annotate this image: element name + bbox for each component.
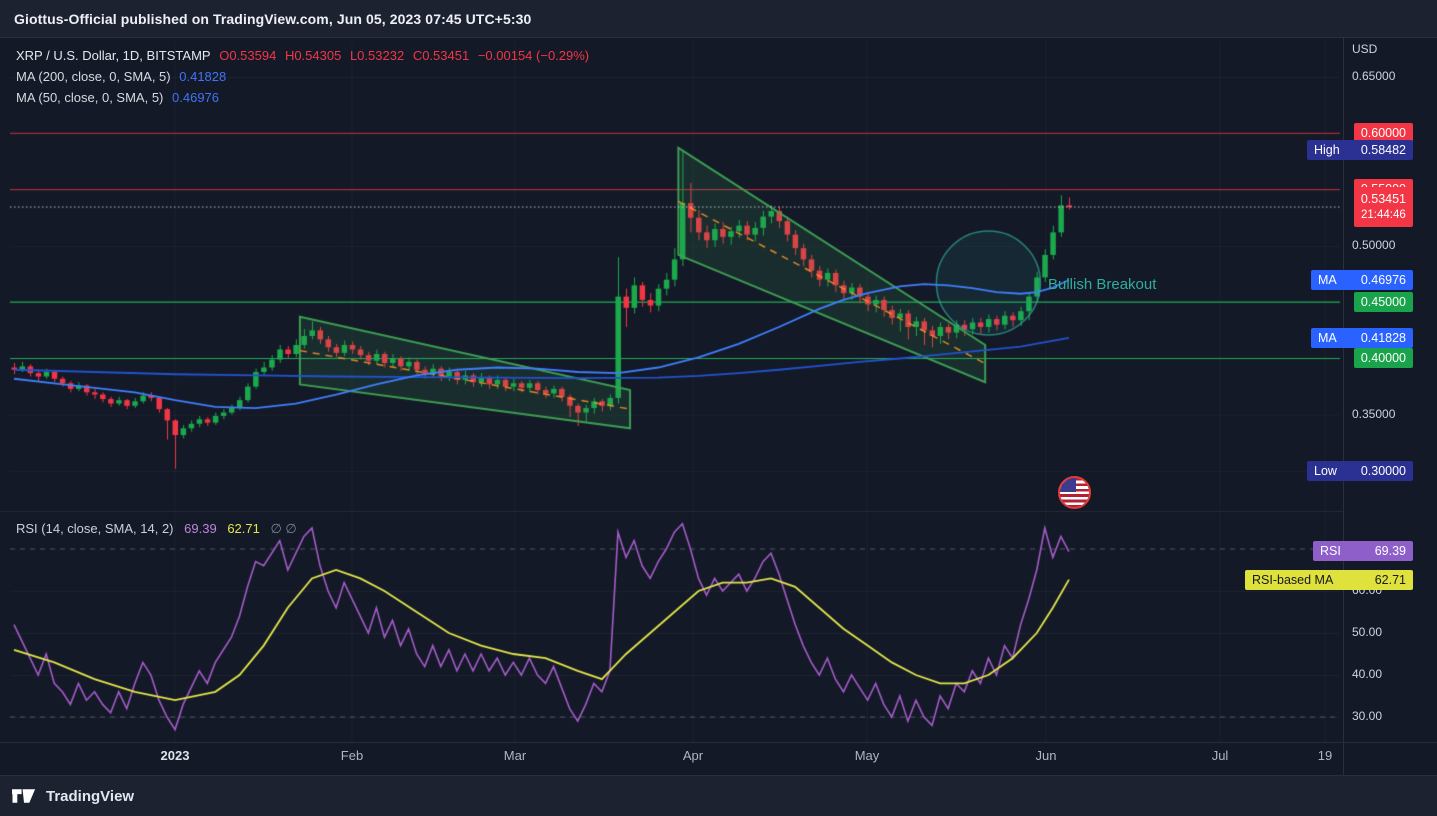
- resistance-badge-060: 0.60000: [1353, 123, 1413, 143]
- bullish-breakout-label: Bullish Breakout: [1048, 276, 1157, 293]
- main-chart-legend: XRP / U.S. Dollar, 1D, BITSTAMP O0.53594…: [16, 45, 594, 108]
- tradingview-brand-text[interactable]: TradingView: [46, 787, 135, 805]
- last-price-badge: 0.53451 21:44:46: [1353, 187, 1413, 227]
- ma50-value: 0.46976: [172, 90, 220, 105]
- time-axis-label-feb[interactable]: Feb: [340, 748, 364, 763]
- ma50-label[interactable]: MA (50, close, 0, SMA, 5): [16, 90, 164, 105]
- symbol-row: XRP / U.S. Dollar, 1D, BITSTAMP O0.53594…: [16, 45, 594, 66]
- tradingview-logo-icon[interactable]: [12, 787, 37, 805]
- ma50-axis-badge: MA 0.46976: [1311, 270, 1413, 290]
- us-flag-icon: [1058, 476, 1091, 509]
- rsi-tick-40: 40.00: [1352, 667, 1383, 681]
- time-axis-label-mar[interactable]: Mar: [503, 748, 527, 763]
- price-tick-065: 0.65000: [1352, 69, 1396, 83]
- time-axis-label-jul[interactable]: Jul: [1211, 748, 1229, 763]
- ma200-label[interactable]: MA (200, close, 0, SMA, 5): [16, 69, 171, 84]
- publish-title: Giottus-Official published on TradingVie…: [14, 10, 532, 27]
- symbol-title[interactable]: XRP / U.S. Dollar, 1D, BITSTAMP: [16, 48, 211, 63]
- ohlc-high: H0.54305: [284, 48, 342, 63]
- footer-bar: TradingView: [0, 775, 1437, 816]
- support-badge-040: 0.40000: [1353, 348, 1413, 368]
- rsi-legend-extra: ∅ ∅: [270, 521, 297, 536]
- rsi-axis-badge: RSI 69.39: [1313, 541, 1413, 561]
- price-tick-035: 0.35000: [1352, 407, 1396, 421]
- time-axis-label-apr[interactable]: Apr: [682, 748, 704, 763]
- support-badge-045: 0.45000: [1353, 292, 1413, 312]
- publish-header: Giottus-Official published on TradingVie…: [0, 0, 1437, 38]
- rsi-ma-current-value: 62.71: [227, 521, 260, 536]
- price-tick-050: 0.50000: [1352, 238, 1396, 252]
- time-axis-label-2023[interactable]: 2023: [160, 748, 190, 763]
- rsi-legend: RSI (14, close, SMA, 14, 2) 69.39 62.71 …: [16, 521, 304, 537]
- ohlc-change: −0.00154 (−0.29%): [477, 48, 590, 63]
- low-price-badge: Low 0.30000: [1307, 461, 1413, 481]
- rsi-current-value: 69.39: [184, 521, 217, 536]
- rsi-tick-30: 30.00: [1352, 709, 1383, 723]
- time-axis-label-jun[interactable]: Jun: [1035, 748, 1057, 763]
- ohlc-open: O0.53594: [219, 48, 277, 63]
- time-axis-label-19[interactable]: 19: [1317, 748, 1333, 763]
- ohlc-low: L0.53232: [349, 48, 405, 63]
- time-axis-label-may[interactable]: May: [854, 748, 880, 763]
- ma50-legend-row: MA (50, close, 0, SMA, 5) 0.46976: [16, 87, 594, 108]
- high-price-badge: High 0.58482: [1307, 140, 1413, 160]
- rsi-label[interactable]: RSI (14, close, SMA, 14, 2): [16, 521, 174, 536]
- ma200-legend-row: MA (200, close, 0, SMA, 5) 0.41828: [16, 66, 594, 87]
- rsi-ma-axis-badge: RSI-based MA 62.71: [1245, 570, 1413, 590]
- rsi-tick-50: 50.00: [1352, 625, 1383, 639]
- ma200-value: 0.41828: [179, 69, 227, 84]
- axis-unit-usd: USD: [1352, 42, 1378, 56]
- ohlc-close: C0.53451: [412, 48, 470, 63]
- price-axis-separator: [1343, 38, 1344, 775]
- ma200-axis-badge: MA 0.41828: [1311, 328, 1413, 348]
- bar-countdown: 21:44:46: [1361, 209, 1406, 221]
